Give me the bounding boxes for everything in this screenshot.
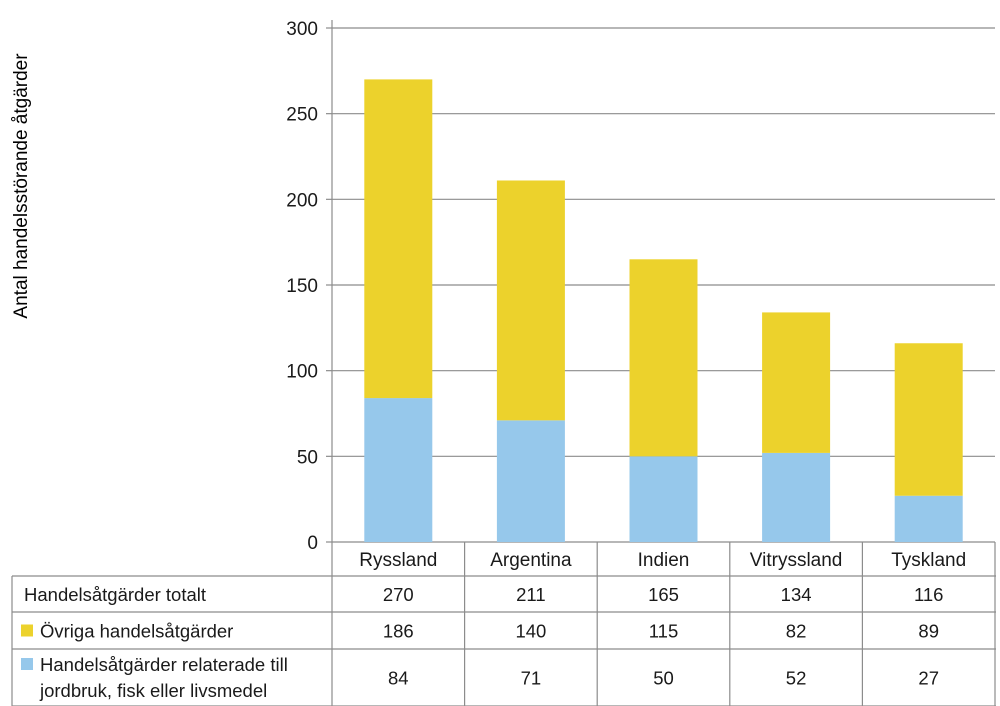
data-table: Ryssland Argentina Indien Vitryssland Tyskla… [11, 542, 996, 706]
y-tick-label: 100 [286, 362, 318, 383]
bar-jordbruk [629, 456, 698, 542]
category-label: Argentina [490, 550, 572, 571]
legend-swatch [21, 624, 33, 637]
bar-jordbruk [364, 398, 433, 542]
table-row-label: Handelsåtgärder totalt [24, 584, 206, 605]
category-label: Vitryssland [750, 550, 843, 571]
table-cell-value: 270 [383, 584, 414, 605]
y-tick-label: 150 [286, 276, 318, 297]
table-cell-value: 82 [786, 621, 807, 642]
bar-ovriga [762, 312, 831, 453]
y-tick-label: 250 [286, 105, 318, 126]
table-cell-value: 116 [914, 584, 944, 605]
bar-jordbruk [762, 452, 831, 542]
bar-jordbruk [894, 495, 963, 542]
legend-swatch [21, 658, 33, 670]
table-cell-value: 50 [653, 668, 674, 689]
bar-ovriga [496, 180, 565, 421]
table-cell-value: 165 [648, 584, 679, 605]
table-cell-value: 186 [383, 621, 414, 642]
bar-ovriga [894, 343, 963, 496]
table-cell-value: 89 [918, 621, 939, 642]
table-cell-value: 84 [388, 668, 409, 689]
y-tick-label: 200 [286, 190, 318, 211]
table-cell-value: 140 [515, 621, 546, 642]
bar-ovriga [629, 259, 698, 457]
bars [364, 79, 963, 542]
y-axis: 0 50 100 150 200 250 300 [286, 19, 333, 706]
category-label: Ryssland [359, 550, 437, 571]
category-label: Indien [638, 550, 690, 571]
y-axis-label: Antal handelsstörande åtgärder [11, 53, 32, 319]
bar-ovriga [364, 79, 433, 399]
table-cell-value: 71 [521, 668, 542, 689]
table-cell-value: 134 [781, 584, 812, 605]
table-cell-value: 27 [918, 668, 939, 689]
bar-jordbruk [496, 420, 565, 542]
y-tick-label: 50 [297, 447, 318, 468]
table-row-label: Handelsåtgärder relaterade till [40, 654, 288, 675]
y-tick-label: 300 [286, 19, 318, 40]
table-cell-value: 52 [786, 668, 807, 689]
table-row-label: Övriga handelsåtgärder [40, 621, 233, 642]
table-cell-value: 211 [516, 584, 546, 605]
table-row-label: jordbruk, fisk eller livsmedel [39, 680, 267, 701]
category-label: Tyskland [891, 550, 966, 571]
y-tick-label: 0 [307, 533, 318, 554]
table-cell-value: 115 [649, 621, 679, 642]
